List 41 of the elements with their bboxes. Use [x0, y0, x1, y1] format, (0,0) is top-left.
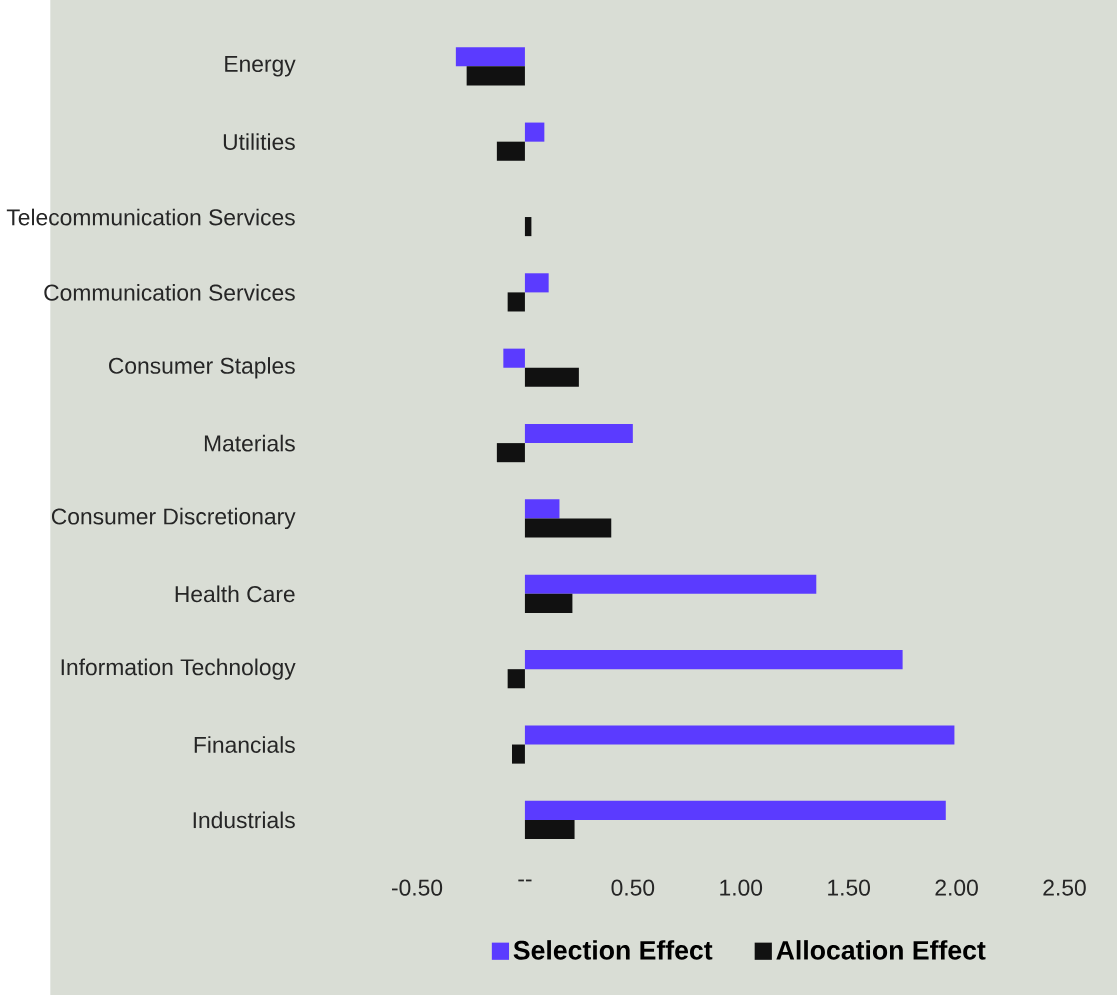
bar	[524, 574, 817, 594]
x-tick-label: 2.50	[1043, 879, 1086, 896]
y-tick-label: Health Care	[175, 585, 295, 603]
bar	[524, 593, 573, 613]
bar	[496, 443, 525, 463]
y-tick-label: Telecommunication Services	[6, 208, 295, 226]
x-tick-label: 1.50	[828, 879, 870, 896]
legend-label: Selection Effect	[513, 940, 713, 960]
y-tick-label: Energy	[225, 56, 296, 77]
bar	[524, 217, 532, 237]
bar	[507, 669, 525, 689]
legend-label: Allocation Effect	[776, 940, 986, 960]
bar	[524, 650, 903, 670]
bar	[496, 141, 525, 161]
bar	[455, 47, 525, 67]
bar	[524, 499, 560, 519]
bar	[466, 66, 525, 86]
bar	[524, 800, 946, 820]
y-tick-label: Industrials	[193, 811, 295, 829]
bar	[507, 292, 525, 312]
bar	[524, 273, 549, 293]
bar	[524, 367, 579, 387]
bar	[511, 744, 525, 764]
y-tick-label: Utilities	[223, 133, 295, 151]
bar	[503, 348, 525, 368]
bar	[524, 725, 955, 745]
y-tick-label: Consumer Staples	[109, 357, 295, 379]
y-tick-label: Materials	[204, 434, 295, 452]
y-tick-label: Communication Services	[44, 283, 295, 301]
bar	[524, 423, 633, 444]
x-tick-label: --	[518, 879, 532, 882]
bar	[524, 122, 545, 142]
y-tick-label: Financials	[194, 736, 295, 753]
bar	[524, 518, 612, 538]
y-tick-label: Consumer Discretionary	[51, 507, 296, 530]
x-tick-label: 2.00	[935, 879, 978, 896]
bar	[524, 819, 575, 839]
x-tick-label: 0.50	[611, 879, 655, 896]
y-tick-label: Information Technology	[61, 658, 296, 680]
x-tick-label: 1.00	[720, 879, 763, 896]
x-tick-label: -0.50	[392, 879, 443, 896]
